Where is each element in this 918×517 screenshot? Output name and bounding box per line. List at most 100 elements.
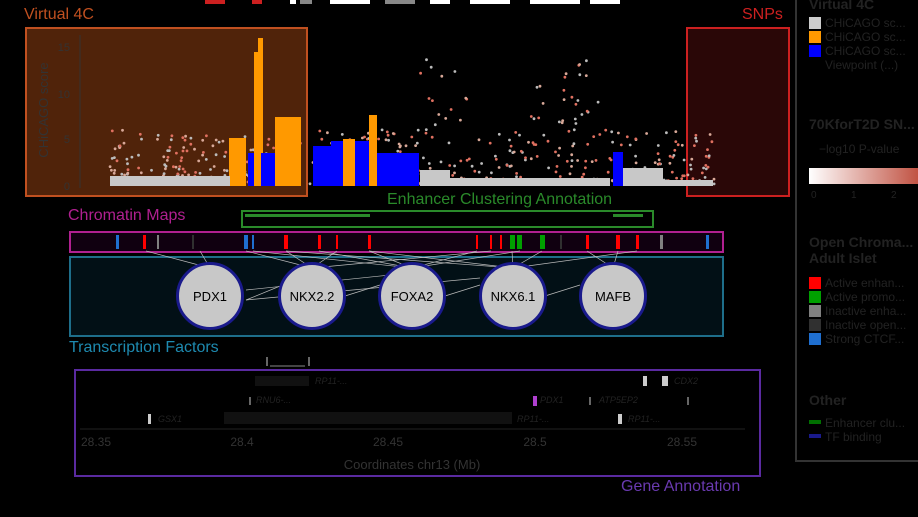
score-point <box>515 175 518 179</box>
gene-label: RP11-... <box>517 414 550 424</box>
score-point <box>363 135 366 139</box>
bar-orange <box>229 138 246 186</box>
score-point <box>396 149 400 153</box>
score-point <box>668 161 672 165</box>
score-point <box>515 172 518 175</box>
score-point <box>634 137 638 141</box>
snp-scale-tick: 2 <box>891 190 897 201</box>
legend-chromatin-title: Open Chroma... Adult Islet <box>809 234 914 266</box>
score-point <box>138 132 142 136</box>
score-point <box>433 123 437 127</box>
chromatin-marks <box>116 235 709 249</box>
score-point <box>224 150 228 154</box>
score-point <box>453 171 456 175</box>
score-point <box>538 84 542 88</box>
score-point <box>308 182 312 186</box>
score-point <box>164 164 168 168</box>
score-point <box>610 179 614 182</box>
score-point <box>361 136 364 140</box>
score-point <box>488 141 492 145</box>
legend-item: Active promo... <box>809 290 905 304</box>
score-point <box>437 113 441 116</box>
score-point <box>681 174 685 178</box>
score-point <box>453 70 457 73</box>
score-point <box>580 175 584 179</box>
score-point <box>703 176 707 179</box>
bar-blue <box>248 153 256 186</box>
score-point <box>473 169 477 173</box>
transcription-factors-label: Transcription Factors <box>69 339 219 356</box>
score-point <box>708 133 712 136</box>
score-point <box>561 119 565 122</box>
legend-item: CHiCAGO sc... <box>809 30 906 44</box>
score-point <box>181 136 185 140</box>
score-point <box>180 156 184 160</box>
virtual4c-label: Virtual 4C <box>24 6 94 23</box>
score-point <box>704 154 708 158</box>
score-point <box>580 113 584 116</box>
score-point <box>439 160 443 164</box>
legend-virtual4c-title: Virtual 4C <box>809 0 875 12</box>
score-point <box>225 169 229 173</box>
bar-blue <box>331 141 343 186</box>
score-point <box>574 122 578 125</box>
score-point <box>428 166 432 170</box>
score-point <box>453 164 456 168</box>
legend-item: CHiCAGO sc... <box>809 16 906 30</box>
score-point <box>113 156 116 160</box>
score-point <box>584 166 587 170</box>
score-point <box>558 175 562 178</box>
bar-blue <box>355 141 369 186</box>
score-bars <box>229 38 623 186</box>
score-point <box>578 73 582 77</box>
score-point <box>243 135 247 139</box>
y-tick-5: 5 <box>64 134 70 146</box>
legend-item: TF binding <box>809 430 882 444</box>
score-point <box>570 165 573 168</box>
score-point <box>518 133 521 137</box>
score-point <box>665 131 668 135</box>
score-point <box>377 137 380 141</box>
score-point <box>318 129 322 133</box>
score-point <box>611 140 614 144</box>
gene-label: PDX1 <box>540 395 564 405</box>
score-point <box>477 138 481 142</box>
score-point <box>576 159 579 162</box>
score-point <box>414 144 417 148</box>
score-point <box>448 164 452 167</box>
score-point <box>202 151 205 154</box>
genes <box>148 376 689 424</box>
score-point <box>340 133 344 136</box>
score-point <box>512 150 516 154</box>
score-point <box>477 170 481 174</box>
score-point <box>584 74 588 77</box>
score-point <box>680 177 684 181</box>
score-point <box>690 157 694 161</box>
score-point <box>126 162 129 166</box>
score-point <box>410 135 414 139</box>
score-point <box>201 153 205 157</box>
score-point <box>673 148 677 152</box>
enhancer-clustering-label: Enhancer Clustering Annotation <box>387 191 613 208</box>
bar-blue <box>377 153 419 186</box>
score-point <box>183 138 187 142</box>
grey-baseline <box>110 168 713 186</box>
score-point <box>113 169 117 172</box>
score-point <box>656 144 660 147</box>
score-point <box>704 164 708 167</box>
score-point <box>120 172 124 176</box>
score-point <box>427 162 431 165</box>
score-point <box>465 158 469 162</box>
y-axis: 0 5 10 15 CHiCAGO score <box>36 35 81 193</box>
score-point <box>546 139 550 143</box>
score-point <box>508 149 512 153</box>
score-point <box>707 154 711 158</box>
score-point <box>570 159 574 163</box>
score-point <box>712 182 716 186</box>
score-point <box>404 144 408 148</box>
gene-label: ATP5EP2 <box>599 395 638 405</box>
score-point <box>598 133 602 136</box>
score-point <box>628 143 632 147</box>
snps-label: SNPs <box>742 6 783 23</box>
score-point <box>251 148 255 152</box>
